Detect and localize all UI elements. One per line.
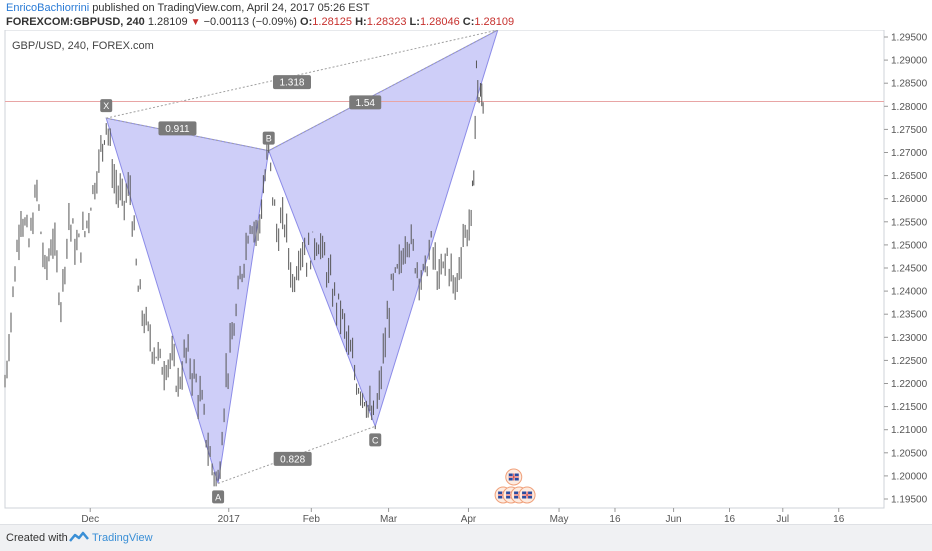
point-label-box: [212, 490, 225, 504]
quote-line: FOREXCOM:GBPUSD, 240 1.28109 ▼ −0.00113 …: [6, 16, 514, 28]
y-tick-label: 1.23000: [891, 333, 928, 344]
symbol-label: FOREXCOM:GBPUSD, 240: [6, 16, 145, 28]
point-label: B: [266, 134, 272, 144]
created-with-text: Created with: [6, 532, 68, 544]
x-tick-label: May: [550, 514, 569, 524]
last-price: 1.28109: [147, 16, 188, 28]
open-label: O:: [300, 16, 313, 28]
low-label: L:: [409, 16, 420, 28]
ratio-label: 0.911: [165, 124, 190, 135]
ratio-label-box: [158, 121, 197, 136]
ratio-label-box: [273, 451, 312, 466]
x-tick-label: 16: [833, 514, 845, 524]
high-value: 1.28323: [366, 16, 407, 28]
y-tick-label: 1.29000: [891, 56, 928, 67]
x-tick-label: Dec: [81, 514, 99, 524]
publish-header: EnricoBachiorrini published on TradingVi…: [0, 0, 932, 30]
point-label: A: [215, 492, 221, 502]
ratio-line: [268, 30, 499, 152]
tradingview-brand-link[interactable]: TradingView: [92, 532, 153, 544]
y-tick-label: 1.19500: [891, 495, 928, 506]
point-label: X: [103, 101, 109, 111]
published-text: published on TradingView.com, April 24, …: [92, 2, 370, 14]
y-tick-label: 1.23500: [891, 310, 928, 321]
y-tick-label: 1.25500: [891, 217, 928, 228]
ratio-label: 1.318: [279, 78, 304, 89]
x-tick-label: Mar: [380, 514, 398, 524]
y-tick-label: 1.28000: [891, 102, 928, 113]
down-arrow-icon: ▼: [190, 17, 201, 28]
point-label: C: [372, 435, 379, 445]
open-value: 1.28125: [312, 16, 353, 28]
author-link[interactable]: EnricoBachiorrini: [6, 2, 90, 14]
uk-flag-event-icon: [505, 468, 523, 486]
y-tick-label: 1.24000: [891, 287, 928, 298]
y-tick-label: 1.20000: [891, 471, 928, 482]
candles: [4, 60, 484, 487]
publish-line: EnricoBachiorrini published on TradingVi…: [6, 2, 370, 14]
y-tick-label: 1.21000: [891, 425, 928, 436]
y-tick-label: 1.22500: [891, 356, 928, 367]
tradingview-logo-icon: [69, 531, 89, 542]
y-tick-label: 1.26000: [891, 194, 928, 205]
y-tick-label: 1.29500: [891, 33, 928, 44]
ratio-label-box: [349, 95, 382, 110]
y-tick-label: 1.25000: [891, 240, 928, 251]
ratio-line: [106, 30, 498, 119]
y-tick-label: 1.26500: [891, 171, 928, 182]
x-tick-label: 16: [724, 514, 736, 524]
y-tick-label: 1.28500: [891, 79, 928, 90]
x-tick-label: 16: [609, 514, 621, 524]
y-tick-label: 1.20500: [891, 448, 928, 459]
chart-legend: GBP/USD, 240, FOREX.com: [12, 40, 154, 52]
y-tick-label: 1.22000: [891, 379, 928, 390]
low-value: 1.28046: [419, 16, 460, 28]
y-tick-label: 1.27500: [891, 125, 928, 136]
close-value: 1.28109: [474, 16, 515, 28]
high-label: H:: [355, 16, 367, 28]
x-tick-label: Feb: [303, 514, 321, 524]
x-tick-label: Jun: [666, 514, 682, 524]
uk-flag-event-icon: [518, 486, 536, 504]
ratio-label: 0.828: [280, 454, 305, 465]
price-change: −0.00113 (−0.09%): [203, 16, 297, 28]
x-tick-label: 2017: [218, 514, 241, 524]
point-label-box: [262, 131, 275, 145]
y-tick-label: 1.21500: [891, 402, 928, 413]
x-tick-label: Jul: [776, 514, 789, 524]
footer-bar: Created with TradingView: [0, 524, 932, 551]
close-label: C:: [462, 16, 475, 28]
price-chart[interactable]: 1.29500 1.29000 1.28500 1.28000 1.27500 1.270…: [0, 30, 932, 524]
y-tick-label: 1.27000: [891, 148, 928, 159]
point-label-box: [100, 99, 113, 113]
ratio-label-box: [272, 75, 311, 90]
ratio-label: 1.54: [356, 98, 376, 109]
y-tick-label: 1.24500: [891, 264, 928, 275]
point-label-box: [369, 433, 382, 447]
x-tick-label: Apr: [461, 514, 477, 524]
